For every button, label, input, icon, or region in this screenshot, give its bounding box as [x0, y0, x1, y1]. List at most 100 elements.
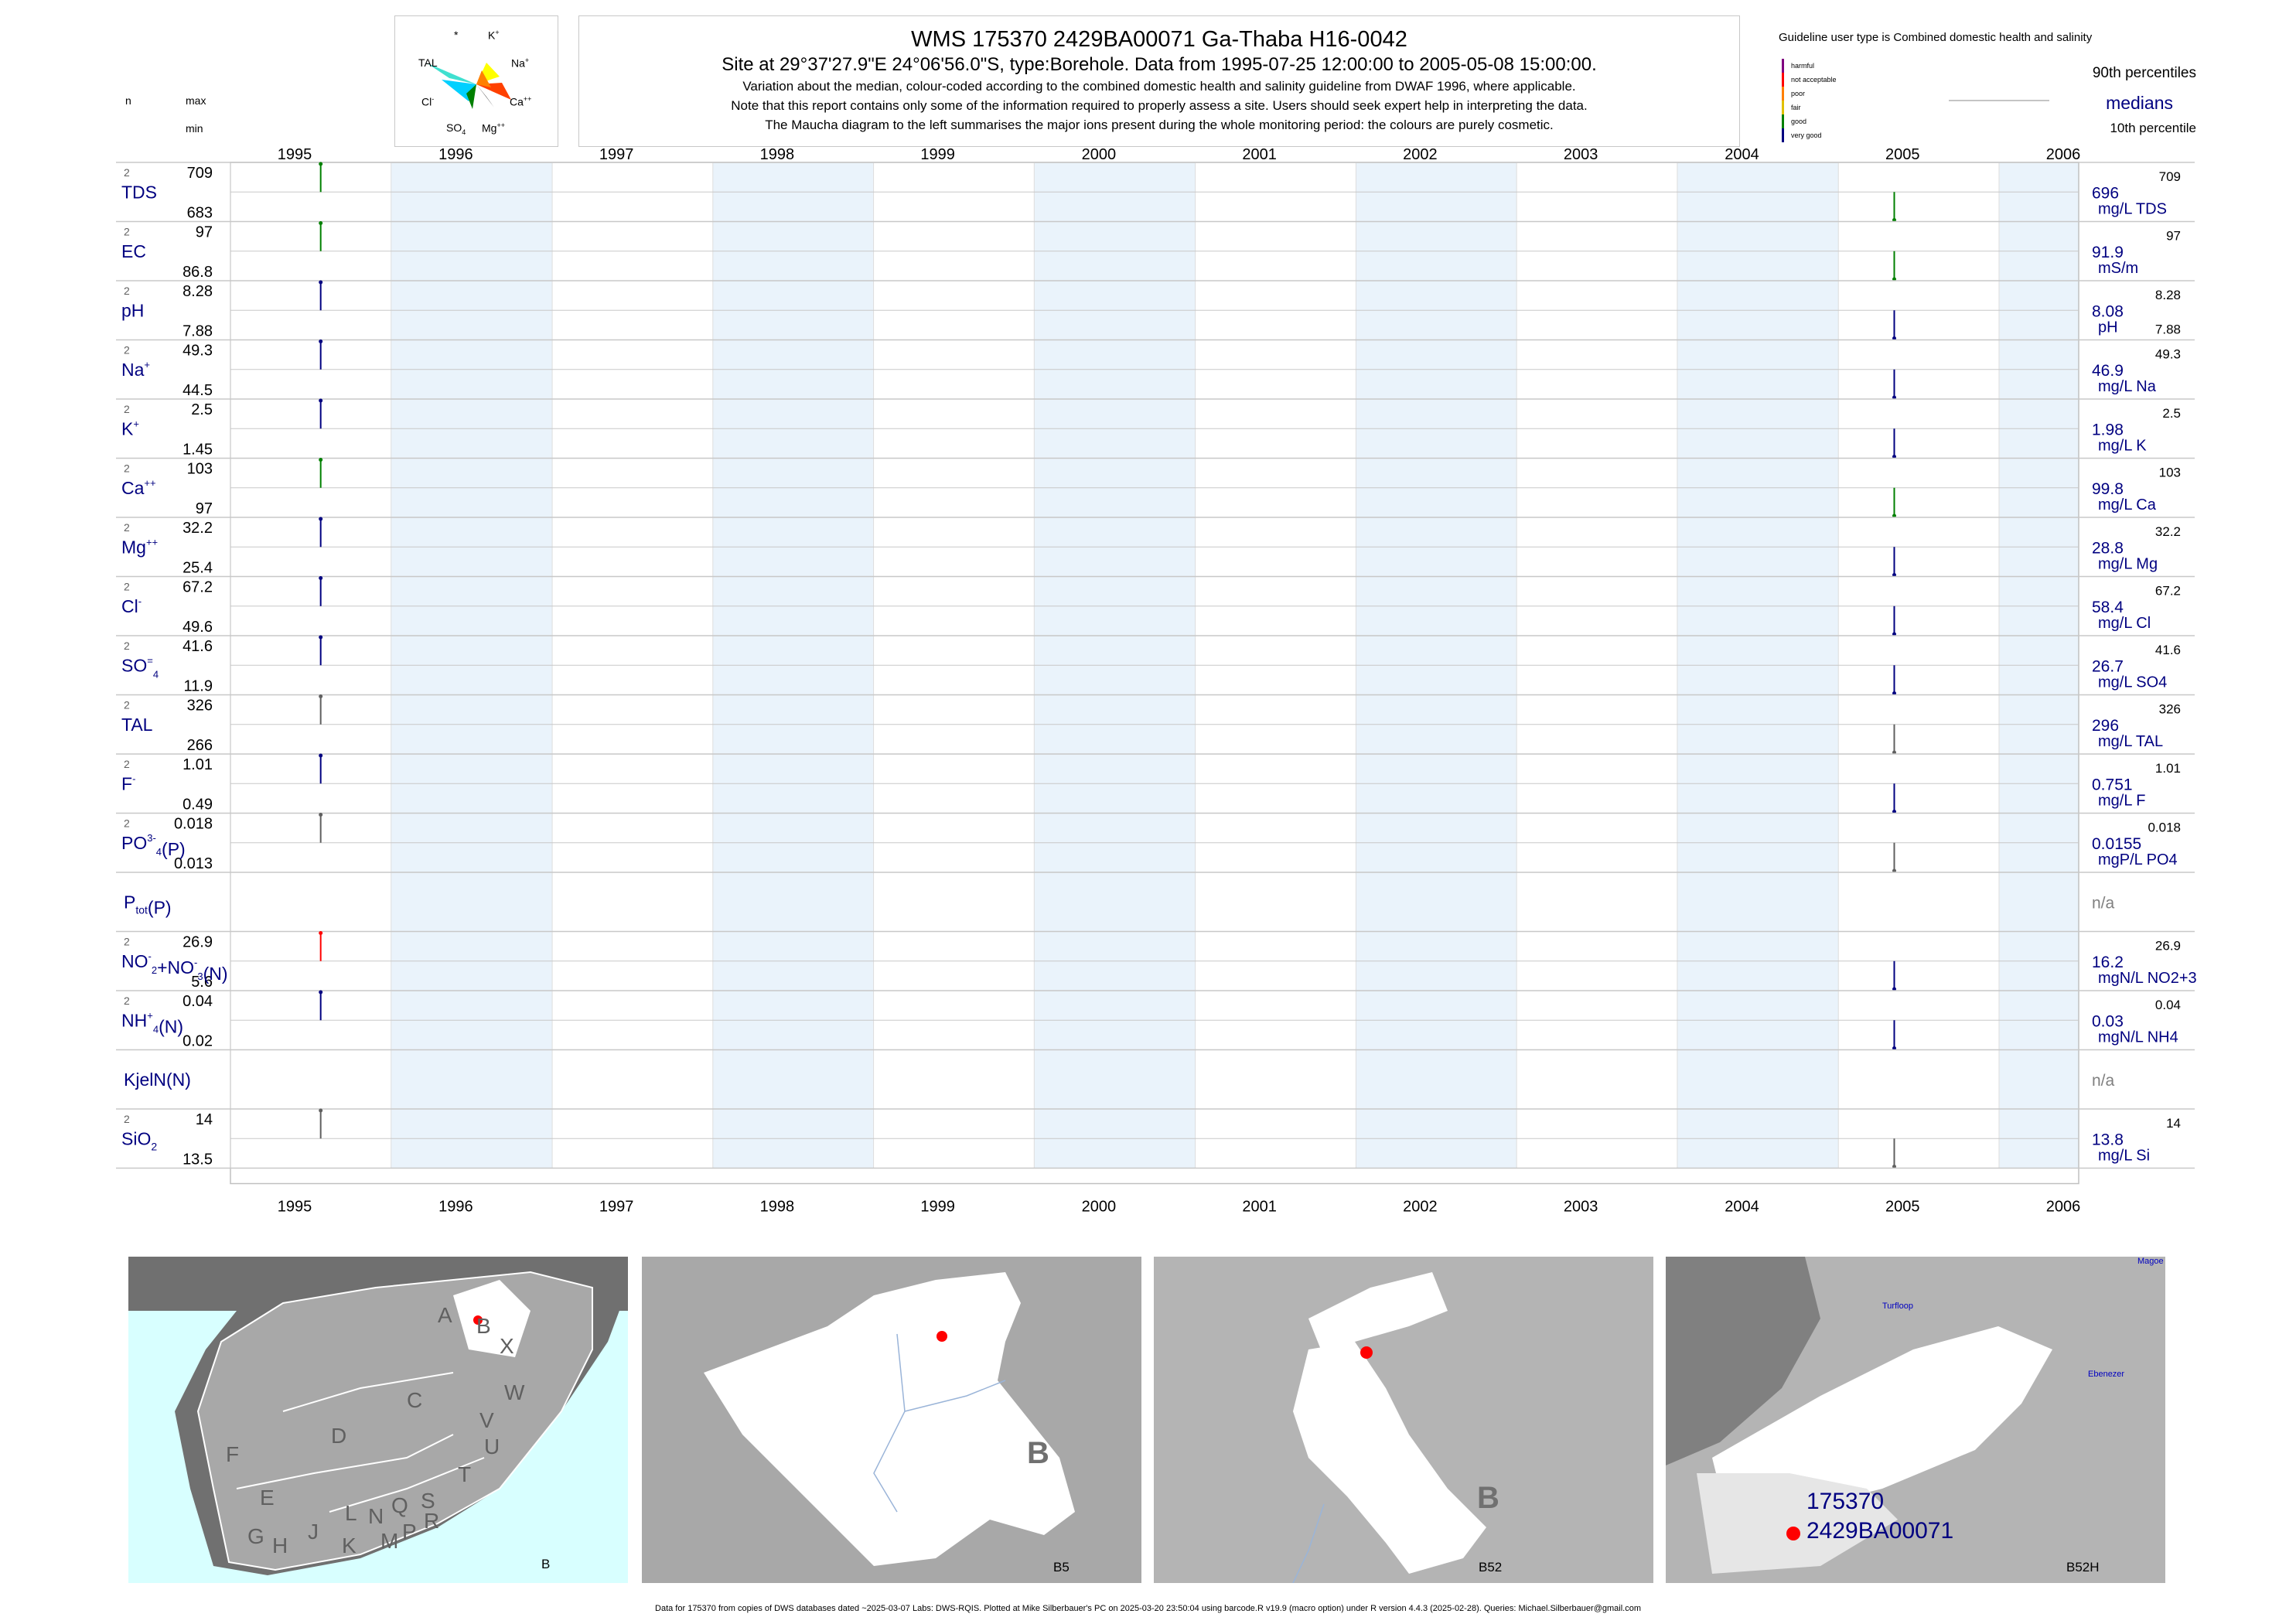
row-9-label: TAL [121, 715, 153, 735]
map-letter-e: E [260, 1486, 275, 1510]
row-8-point-1995 [319, 635, 323, 640]
year-label-top-2005: 2005 [1885, 146, 1920, 163]
row-9-median: 296 [2092, 717, 2119, 735]
row-7-median: 58.4 [2092, 599, 2124, 616]
map-letter-b: B [476, 1314, 491, 1338]
row-16-point-1995 [319, 1108, 323, 1113]
legend-harmful: harmful [1791, 62, 1815, 70]
year-label-top-1997: 1997 [599, 146, 634, 163]
row-6-label: Mg++ [121, 536, 158, 557]
row-16-right-max: 14 [2166, 1116, 2181, 1131]
map-letter-w: W [504, 1380, 525, 1404]
legend-10th: 10th percentile [2110, 121, 2196, 135]
year-label-top-1996: 1996 [438, 146, 473, 163]
row-8-right-max: 41.6 [2155, 643, 2181, 657]
map-letter-d: D [331, 1424, 347, 1448]
row-10-median: 0.751 [2092, 776, 2133, 793]
row-10-max: 1.01 [183, 756, 213, 773]
row-11-min: 0.013 [174, 855, 213, 872]
row-10-min: 0.49 [183, 797, 213, 814]
row-16-n: 2 [124, 1113, 130, 1125]
row-1-max: 97 [196, 224, 213, 241]
row-10-label: F- [121, 773, 135, 793]
row-15-label: KjelN(N) [124, 1070, 191, 1090]
maucha-diagram: * K+ TAL Na+ Cl- Ca++ SO4 Mg++ [394, 15, 558, 147]
row-1-min: 86.8 [183, 264, 213, 281]
row-11-median: 0.0155 [2092, 835, 2141, 853]
row-16-label: SiO2 [121, 1128, 157, 1152]
year-label-top-2006: 2006 [2046, 146, 2081, 163]
row-6-point-1995 [319, 517, 323, 521]
row-12-median: n/a [2092, 894, 2115, 912]
row-14-right-max: 0.04 [2155, 998, 2181, 1012]
map-b52h-svg [1666, 1257, 2052, 1574]
row-0-n: 2 [124, 166, 130, 179]
row-8-label: SO=4 [121, 654, 159, 680]
row-1-point-1995 [319, 221, 323, 225]
map-caption-b5: B5 [1053, 1560, 1070, 1575]
map-letter-x: X [500, 1334, 514, 1358]
note-2: Note that this report contains only some… [731, 98, 1588, 113]
place-magoe: Magoe [2137, 1257, 2164, 1266]
legend: Guideline user type is Combined domestic… [1779, 15, 2212, 147]
row-6-min: 25.4 [183, 560, 213, 577]
barcode-chart: 1995 1995 1996 1996 1997 1997 1998 1998 1999 1999… [116, 146, 2197, 1216]
maucha-ca-wedge [476, 83, 511, 100]
row-13-n: 2 [124, 936, 130, 948]
row-0-right-max: 709 [2159, 169, 2181, 184]
footer-text: Data for 175370 from copies of DWS datab… [655, 1604, 1641, 1613]
map-letter-a: A [438, 1303, 452, 1327]
year-label-top-1998: 1998 [760, 146, 795, 163]
map-b52: B B52 [1154, 1257, 1653, 1583]
col-header-min: min [186, 122, 203, 135]
maucha-label-na: Na+ [511, 56, 530, 70]
row-3-point-1995 [319, 339, 323, 343]
row-3-n: 2 [124, 344, 130, 357]
row-13-point-1995 [319, 931, 323, 935]
row-3-label: Na+ [121, 359, 150, 380]
map-b5: B B5 [642, 1257, 1141, 1583]
row-0-label: TDS [121, 182, 157, 202]
map-letter-u: U [484, 1435, 500, 1459]
row-0-point-1995 [319, 162, 323, 166]
note-1: Variation about the median, colour-coded… [742, 79, 1576, 94]
row-14-median: 0.03 [2092, 1012, 2124, 1030]
year-label-top-2001: 2001 [1242, 146, 1277, 163]
map-letter-q: Q [391, 1493, 408, 1517]
row-8-median: 26.7 [2092, 657, 2124, 675]
legend-medians: medians [2106, 93, 2173, 113]
legend-90th: 90th percentiles [2092, 65, 2196, 81]
map-letter-r: R [424, 1509, 440, 1533]
maucha-svg [426, 63, 511, 109]
row-15-median: n/a [2092, 1072, 2115, 1090]
site-code-label: 2429BA00071 [1806, 1518, 1954, 1544]
year-label-bottom-2001: 2001 [1242, 1199, 1277, 1216]
row-16-min: 13.5 [183, 1151, 213, 1169]
page-title: WMS 175370 2429BA00071 Ga-Thaba H16-0042 [911, 27, 1407, 52]
year-label-bottom-2006: 2006 [2046, 1199, 2081, 1216]
row-6-median: 28.8 [2092, 539, 2124, 557]
row-9-right-max: 326 [2159, 702, 2181, 717]
maucha-label-so4: SO4 [446, 121, 466, 136]
maucha-k-wedge [476, 70, 491, 87]
row-6-unit: mg/L Mg [2098, 556, 2158, 573]
row-5-median: 99.8 [2092, 480, 2124, 498]
year-label-top-2000: 2000 [1082, 146, 1117, 163]
row-1-right-max: 97 [2166, 229, 2181, 244]
row-8-max: 41.6 [183, 638, 213, 655]
site-line: Site at 29°37'27.9"E 24°06'56.0"S, type:… [722, 54, 1597, 75]
row-1-n: 2 [124, 226, 130, 238]
row-10-unit: mg/L F [2098, 793, 2146, 810]
title-box: WMS 175370 2429BA00071 Ga-Thaba H16-0042… [578, 15, 1740, 147]
maucha-label-cl: Cl- [421, 95, 435, 108]
row-9-n: 2 [124, 699, 130, 711]
row-3-min: 44.5 [183, 382, 213, 399]
map-b52h: 175370 2429BA00071 Turfloop Ebenezer Mag… [1666, 1257, 2165, 1583]
map-south-africa-svg [128, 1257, 628, 1575]
row-5-label: Ca++ [121, 477, 156, 498]
legend-not-acceptable: not acceptable [1791, 76, 1837, 84]
row-13-right-max: 26.9 [2155, 939, 2181, 954]
row-11-label: PO3-4(P) [121, 832, 186, 859]
map-letter-h: H [272, 1534, 288, 1557]
row-5-point-1995 [319, 458, 323, 462]
